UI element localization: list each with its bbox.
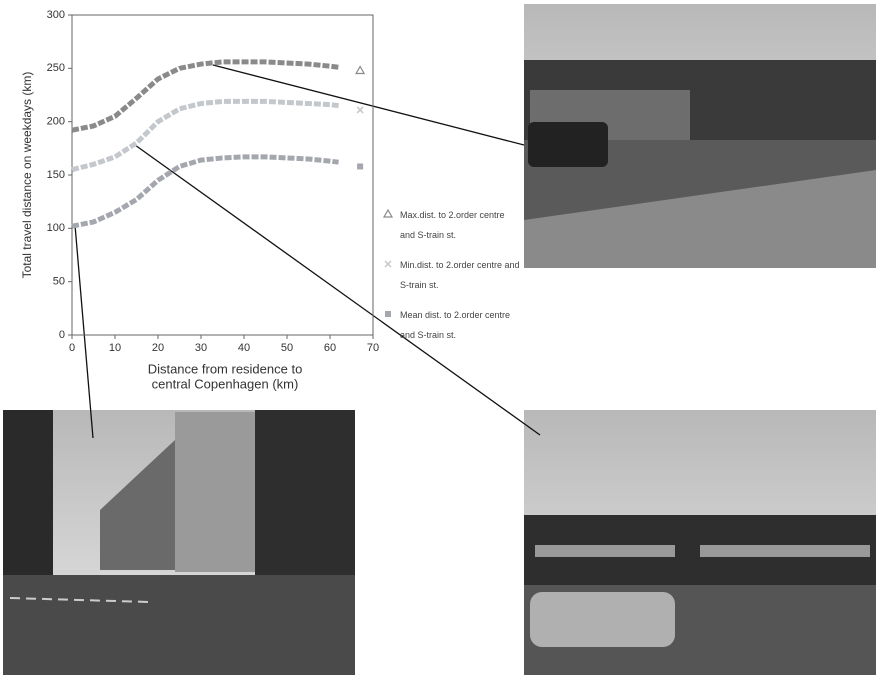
legend-marker [384, 260, 392, 268]
x-axis-label: central Copenhagen (km) [152, 376, 299, 391]
x-tick-label: 50 [281, 342, 293, 354]
legend-label: Mean dist. to 2.order centre and S-train… [400, 310, 511, 340]
plot-frame [71, 14, 374, 336]
legend-marker [385, 311, 391, 317]
y-tick-label: 100 [47, 222, 65, 234]
end-point [356, 106, 364, 114]
y-tick-label: 0 [59, 329, 65, 341]
x-axis-label: Distance from residence to [148, 361, 303, 376]
y-tick-label: 250 [47, 62, 65, 74]
x-tick-label: 30 [195, 342, 207, 354]
y-tick-label: 300 [47, 9, 65, 21]
x-tick-label: 10 [109, 342, 121, 354]
connector [74, 224, 94, 439]
x-tick-label: 0 [69, 342, 75, 354]
y-tick-label: 200 [47, 116, 65, 128]
y-axis-label: Total travel distance on weekdays (km) [20, 72, 34, 279]
series-line [71, 154, 339, 229]
y-tick-label: 50 [53, 276, 65, 288]
connector [212, 64, 525, 146]
x-tick-label: 60 [324, 342, 336, 354]
end-point [355, 65, 366, 75]
legend-marker [382, 208, 394, 218]
x-tick-label: 70 [367, 342, 379, 354]
photo-city-street [3, 410, 355, 675]
y-tick-label: 150 [47, 169, 65, 181]
x-tick-label: 40 [238, 342, 250, 354]
series-line [71, 59, 339, 133]
end-point [357, 163, 364, 170]
connector [134, 144, 541, 436]
x-tick-label: 20 [152, 342, 164, 354]
legend-label: Min.dist. to 2.order centre and S-train … [400, 260, 520, 290]
photo-suburb [524, 4, 876, 268]
series-line [71, 98, 339, 173]
legend-label: Max.dist. to 2.order centre and S-train … [400, 210, 505, 240]
photo-housing [524, 410, 876, 675]
